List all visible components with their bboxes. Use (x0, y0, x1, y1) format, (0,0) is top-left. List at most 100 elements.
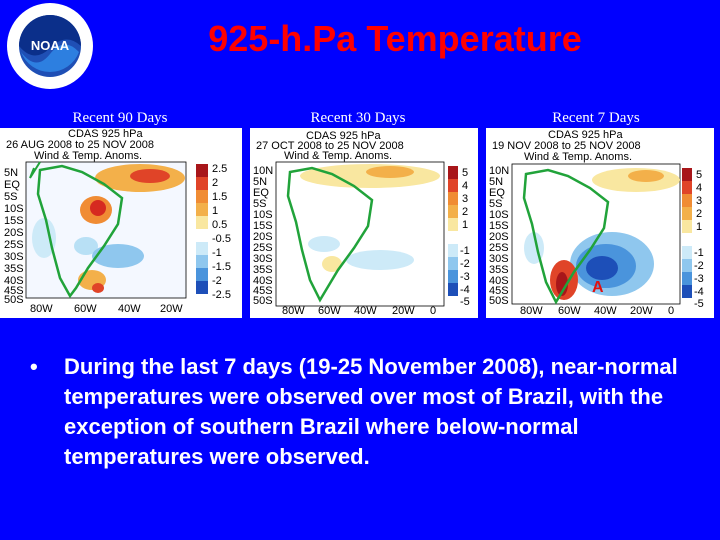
colorbar: 2.5 2 1.5 1 0.5 -0.5 -1 -1.5 -2 -2.5 (196, 163, 231, 301)
svg-text:40W: 40W (118, 303, 141, 315)
svg-text:40S: 40S (253, 275, 273, 287)
longitude-ticks: 80W 60W 40W 20W 0 (520, 305, 674, 317)
svg-text:4: 4 (462, 180, 468, 192)
svg-text:50S: 50S (253, 295, 273, 307)
svg-text:-5: -5 (460, 296, 470, 308)
map-header-line2: 26 AUG 2008 to 25 NOV 2008 (6, 139, 154, 151)
svg-text:40W: 40W (594, 305, 617, 317)
latitude-ticks: 10N 5N EQ 5S 10S 15S 20S 25S 30S 35S 40S… (253, 165, 273, 307)
svg-text:EQ: EQ (489, 187, 505, 199)
summary-bullet: • During the last 7 days (19-25 November… (30, 352, 700, 472)
svg-text:5N: 5N (253, 176, 267, 188)
svg-text:4: 4 (696, 182, 702, 194)
svg-text:60W: 60W (558, 305, 581, 317)
svg-text:5S: 5S (489, 198, 502, 210)
svg-text:35S: 35S (253, 264, 273, 276)
svg-text:35S: 35S (489, 264, 509, 276)
map-header-line1: CDAS 925 hPa (548, 129, 623, 141)
svg-text:2: 2 (696, 208, 702, 220)
svg-text:35S: 35S (4, 263, 24, 275)
svg-text:-3: -3 (694, 273, 704, 285)
panel-label-7-days: Recent 7 Days (552, 110, 640, 126)
map-header-line2: 19 NOV 2008 to 25 NOV 2008 (492, 140, 641, 152)
svg-text:10S: 10S (253, 209, 273, 221)
svg-text:20W: 20W (630, 305, 653, 317)
svg-text:10S: 10S (489, 209, 509, 221)
svg-text:10N: 10N (253, 165, 273, 177)
svg-text:-4: -4 (694, 286, 704, 298)
svg-text:5: 5 (696, 169, 702, 181)
svg-text:20S: 20S (489, 231, 509, 243)
svg-text:1: 1 (212, 205, 218, 217)
svg-text:50S: 50S (489, 295, 509, 307)
svg-text:80W: 80W (282, 305, 305, 317)
svg-text:-1: -1 (694, 247, 704, 259)
svg-text:-1: -1 (212, 247, 222, 259)
page-title: 925-h.Pa Temperature (208, 18, 582, 59)
map-panel-30-days: CDAS 925 hPa 27 OCT 2008 to 25 NOV 2008 … (250, 128, 478, 318)
svg-text:5: 5 (462, 167, 468, 179)
map-header-line3: Wind & Temp. Anoms. (34, 150, 142, 162)
svg-text:0.5: 0.5 (212, 219, 227, 231)
map-header-line2: 27 OCT 2008 to 25 NOV 2008 (256, 140, 404, 152)
latitude-ticks: 5N EQ 5S 10S 15S 20S 25S 30S 35S 40S 45S… (4, 167, 24, 306)
panel-label-90-days: Recent 90 Days (72, 110, 168, 126)
svg-text:5N: 5N (489, 176, 503, 188)
svg-text:-3: -3 (460, 271, 470, 283)
map-panel-90-days: CDAS 925 hPa 26 AUG 2008 to 25 NOV 2008 … (0, 128, 242, 318)
svg-text:1: 1 (462, 219, 468, 231)
svg-text:30S: 30S (489, 253, 509, 265)
map-panel-7-days: CDAS 925 hPa 19 NOV 2008 to 25 NOV 2008 … (486, 128, 714, 318)
svg-text:EQ: EQ (4, 179, 20, 191)
svg-text:3: 3 (696, 195, 702, 207)
svg-text:15S: 15S (489, 220, 509, 232)
map-header-line1: CDAS 925 hPa (306, 130, 381, 142)
svg-text:20W: 20W (392, 305, 415, 317)
svg-text:45S: 45S (253, 285, 273, 297)
svg-text:-2: -2 (694, 260, 704, 272)
svg-text:-2: -2 (460, 258, 470, 270)
svg-text:20S: 20S (253, 231, 273, 243)
svg-text:40S: 40S (4, 275, 24, 287)
svg-text:EQ: EQ (253, 187, 269, 199)
svg-text:80W: 80W (30, 303, 53, 315)
bullet-marker: • (30, 354, 38, 379)
svg-text:20W: 20W (160, 303, 183, 315)
svg-text:45S: 45S (489, 285, 509, 297)
svg-text:1.5: 1.5 (212, 191, 227, 203)
anomaly-marker-label: A (592, 279, 604, 296)
svg-text:0: 0 (668, 305, 674, 317)
svg-text:30S: 30S (253, 253, 273, 265)
svg-text:25S: 25S (253, 242, 273, 254)
longitude-ticks: 80W 60W 40W 20W (30, 303, 183, 315)
svg-text:2: 2 (212, 177, 218, 189)
noaa-logo-icon: NOAA (6, 2, 94, 90)
panel-label-30-days: Recent 30 Days (310, 110, 406, 126)
svg-text:80W: 80W (520, 305, 543, 317)
longitude-ticks: 80W 60W 40W 20W 0 (282, 305, 436, 317)
svg-text:10S: 10S (4, 203, 24, 215)
svg-text:-2.5: -2.5 (212, 289, 231, 301)
svg-text:5S: 5S (4, 191, 17, 203)
svg-text:2: 2 (462, 206, 468, 218)
latitude-ticks: 10N 5N EQ 5S 10S 15S 20S 25S 30S 35S 40S… (489, 165, 509, 307)
svg-text:3: 3 (462, 193, 468, 205)
svg-text:-2: -2 (212, 275, 222, 287)
svg-text:45S: 45S (4, 285, 24, 297)
svg-text:50S: 50S (4, 294, 24, 306)
svg-text:-0.5: -0.5 (212, 233, 231, 245)
svg-text:15S: 15S (4, 215, 24, 227)
svg-text:20S: 20S (4, 227, 24, 239)
svg-text:-1.5: -1.5 (212, 261, 231, 273)
colorbar: 5 4 3 2 1 -1 -2 -3 -4 -5 (682, 168, 704, 310)
svg-text:40W: 40W (354, 305, 377, 317)
svg-text:15S: 15S (253, 220, 273, 232)
svg-text:-1: -1 (460, 245, 470, 257)
svg-text:30S: 30S (4, 251, 24, 263)
svg-text:5N: 5N (4, 167, 18, 179)
svg-text:25S: 25S (489, 242, 509, 254)
map-header-line3: Wind & Temp. Anoms. (284, 150, 392, 162)
colorbar: 5 4 3 2 1 -1 -2 -3 -4 -5 (448, 166, 470, 308)
svg-text:2.5: 2.5 (212, 163, 227, 175)
svg-text:25S: 25S (4, 239, 24, 251)
